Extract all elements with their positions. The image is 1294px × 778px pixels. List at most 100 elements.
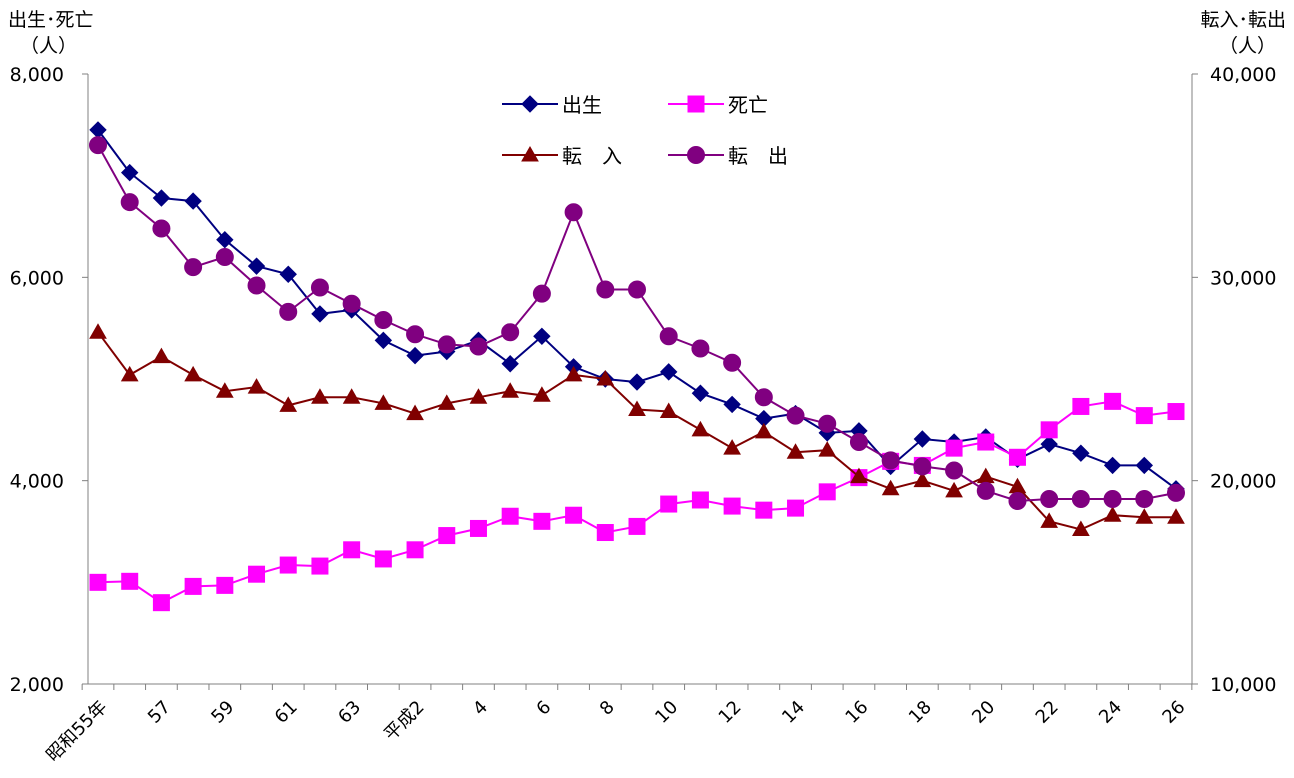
data-point bbox=[216, 231, 234, 249]
data-point bbox=[152, 189, 171, 207]
data-point bbox=[533, 386, 551, 402]
data-point bbox=[818, 483, 836, 501]
data-point bbox=[247, 276, 266, 295]
x-axis-ticks: 昭和55年 57 59 61 63 平成2 4 6 8 10 12 14 16 18 20 22 24 26 bbox=[42, 684, 1193, 766]
data-point bbox=[279, 396, 298, 412]
data-point bbox=[976, 481, 995, 500]
data-point bbox=[818, 441, 837, 457]
data-point bbox=[342, 388, 361, 404]
data-point bbox=[881, 451, 900, 470]
data-point bbox=[501, 507, 519, 525]
data-point bbox=[945, 481, 963, 498]
data-point bbox=[1103, 456, 1122, 475]
data-point bbox=[120, 365, 139, 382]
x-tick-label: 6 bbox=[532, 697, 555, 720]
legend-label: 死亡 bbox=[728, 93, 768, 117]
data-point bbox=[849, 433, 868, 452]
data-point bbox=[1167, 483, 1185, 502]
legend-marker bbox=[521, 145, 539, 162]
legend-marker bbox=[687, 95, 705, 113]
x-tick-label: 8 bbox=[596, 697, 619, 720]
data-point bbox=[787, 499, 805, 517]
right-tick-label: 20,000 bbox=[1210, 471, 1276, 493]
data-point bbox=[1135, 489, 1154, 508]
data-point bbox=[628, 400, 646, 416]
series-layer bbox=[89, 121, 1185, 612]
data-point bbox=[310, 278, 329, 297]
data-point bbox=[1040, 512, 1059, 528]
legend-marker bbox=[521, 95, 539, 113]
data-point bbox=[374, 550, 392, 568]
x-tick-label: 10 bbox=[651, 697, 682, 728]
data-point bbox=[89, 121, 107, 139]
data-point bbox=[913, 471, 932, 488]
series-line bbox=[97, 129, 1177, 490]
data-point bbox=[342, 294, 361, 313]
x-tick-label: 63 bbox=[334, 697, 365, 728]
x-tick-label: 14 bbox=[778, 697, 809, 728]
data-point bbox=[152, 219, 171, 238]
data-point bbox=[818, 414, 837, 433]
data-point bbox=[660, 495, 678, 513]
series-2 bbox=[89, 323, 1185, 536]
data-point bbox=[247, 257, 266, 275]
legend: 出生 死亡転 入 転 出 bbox=[502, 93, 788, 168]
data-point bbox=[881, 479, 900, 496]
data-point bbox=[216, 576, 234, 594]
data-point bbox=[691, 491, 709, 509]
x-tick-label: 4 bbox=[469, 697, 492, 720]
data-point bbox=[374, 394, 393, 410]
data-point bbox=[406, 404, 424, 421]
x-tick-label: 12 bbox=[715, 697, 746, 728]
left-axis-ticks: 2,000 4,000 6,000 8,000 bbox=[10, 64, 88, 696]
legend-item: 転 出 bbox=[668, 144, 788, 168]
data-point bbox=[533, 512, 551, 530]
data-point bbox=[184, 258, 203, 277]
data-point bbox=[89, 573, 107, 591]
data-point bbox=[374, 311, 393, 330]
data-point bbox=[343, 541, 361, 559]
data-point bbox=[152, 347, 171, 364]
series-3 bbox=[89, 136, 1185, 510]
data-point bbox=[1072, 397, 1090, 415]
data-point bbox=[215, 248, 234, 266]
data-point bbox=[279, 556, 297, 574]
data-point bbox=[501, 382, 520, 398]
x-tick-label: 57 bbox=[144, 697, 175, 728]
data-point bbox=[469, 519, 487, 537]
data-point bbox=[248, 565, 266, 583]
x-tick-label: 59 bbox=[207, 697, 238, 728]
x-tick-label: 昭和55年 bbox=[42, 697, 111, 766]
x-tick-label: 61 bbox=[271, 697, 302, 728]
data-point bbox=[437, 335, 456, 354]
data-point bbox=[279, 265, 297, 283]
data-point bbox=[438, 527, 456, 545]
left-tick-label: 8,000 bbox=[10, 64, 64, 86]
data-point bbox=[406, 346, 424, 365]
series-line bbox=[97, 144, 1177, 503]
data-point bbox=[311, 557, 329, 575]
left-tick-label: 2,000 bbox=[10, 674, 64, 696]
left-axis-title: 出生･死亡 bbox=[8, 9, 94, 31]
data-point bbox=[913, 457, 932, 476]
left-tick-label: 4,000 bbox=[10, 471, 64, 493]
data-point bbox=[121, 572, 139, 590]
data-point bbox=[976, 467, 995, 484]
data-point bbox=[406, 541, 424, 559]
data-point bbox=[628, 517, 646, 535]
x-tick-label: 平成2 bbox=[380, 697, 428, 745]
data-point bbox=[659, 327, 678, 346]
right-axis-unit: （人） bbox=[1219, 35, 1276, 57]
data-point bbox=[152, 594, 170, 612]
x-tick-label: 26 bbox=[1158, 697, 1189, 728]
data-point bbox=[532, 284, 551, 303]
data-point bbox=[469, 337, 488, 356]
right-tick-label: 10,000 bbox=[1210, 674, 1276, 696]
data-point bbox=[1135, 407, 1153, 425]
data-point bbox=[184, 365, 202, 382]
x-tick-label: 18 bbox=[905, 697, 936, 728]
data-point bbox=[1072, 520, 1090, 536]
data-point bbox=[564, 365, 583, 382]
x-tick-label: 24 bbox=[1095, 697, 1126, 728]
